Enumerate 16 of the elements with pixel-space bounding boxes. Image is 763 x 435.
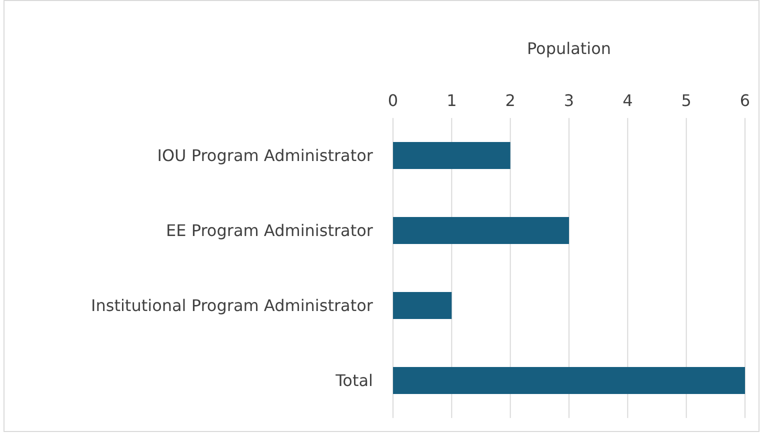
- x-tick-label: 3: [564, 91, 574, 110]
- bar: [393, 367, 745, 394]
- bar: [393, 142, 510, 169]
- y-tick-label: Institutional Program Administrator: [91, 296, 374, 316]
- x-tick-label: 6: [740, 91, 750, 110]
- bar: [393, 292, 452, 319]
- x-tick-label: 2: [505, 91, 516, 110]
- bar: [393, 217, 569, 244]
- x-tick-label: 4: [622, 91, 633, 110]
- y-tick-label: EE Program Administrator: [166, 221, 374, 240]
- y-tick-label: IOU Program Administrator: [157, 146, 374, 166]
- y-tick-label: Total: [334, 371, 373, 390]
- x-axis-title: Population: [526, 39, 612, 58]
- x-tick-label: 0: [388, 91, 398, 110]
- x-tick-label: 1: [446, 91, 457, 110]
- x-tick-label: 5: [681, 91, 692, 110]
